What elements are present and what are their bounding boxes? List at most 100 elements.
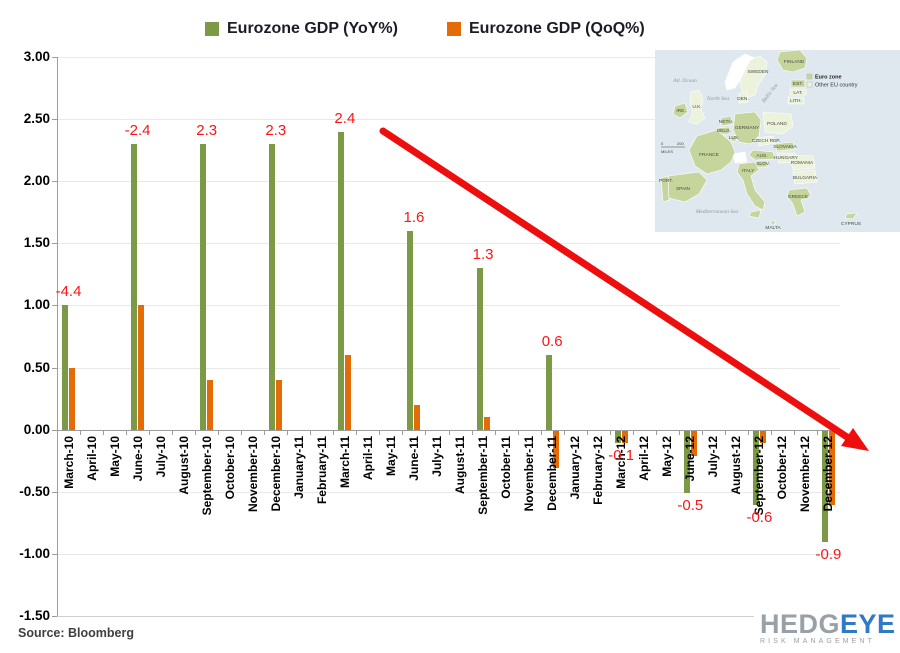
x-axis-tick — [747, 429, 749, 435]
legend-label-yoy: Eurozone GDP (YoY%) — [227, 20, 398, 37]
map-label: CYPRUS — [841, 221, 861, 227]
legend-item-qoq: Eurozone GDP (QoQ%) — [447, 20, 645, 38]
data-label: 2.4 — [334, 109, 356, 127]
x-axis-tick — [379, 429, 381, 435]
downtrend-arrow-head — [841, 428, 869, 451]
x-axis-tick — [540, 429, 542, 435]
y-axis-label: 2.50 — [23, 111, 50, 127]
y-axis-line — [57, 57, 58, 616]
bar-yoy — [476, 268, 483, 430]
map-scale-distance: 200 — [677, 141, 684, 146]
map-label: BULGARIA — [793, 175, 818, 181]
data-label: -2.4 — [124, 121, 151, 139]
y-axis-label: 1.50 — [23, 235, 50, 251]
x-axis-tick — [586, 429, 588, 435]
map-legend-swatch-othereu — [806, 81, 813, 88]
x-axis-label: December-12 — [821, 435, 836, 512]
x-axis-label: July-12 — [706, 435, 721, 478]
y-axis-tick — [52, 429, 57, 431]
x-axis-label: January-11 — [291, 435, 306, 499]
data-label: -0.9 — [815, 546, 842, 564]
map-label: SLOVAKIA — [773, 144, 797, 150]
x-axis-label: July-11 — [429, 435, 444, 477]
x-axis-tick — [770, 429, 772, 435]
data-label: -4.4 — [55, 283, 82, 301]
x-axis-label: May-10 — [107, 435, 122, 477]
x-axis-tick — [816, 429, 818, 435]
x-axis-tick — [264, 429, 266, 435]
map-legend-swatch-eurozone — [806, 73, 813, 80]
map-label: FRANCE — [699, 152, 719, 158]
y-gridline — [57, 491, 840, 493]
legend-item-yoy: Eurozone GDP (YoY%) — [205, 20, 398, 38]
y-gridline — [57, 243, 840, 245]
x-axis-tick — [517, 429, 519, 435]
x-axis-label: October-10 — [222, 435, 237, 500]
map-label: LUX. — [729, 135, 740, 141]
hedgeye-wordmark-gray: HEDG — [760, 609, 841, 639]
map-label: BELG. — [717, 128, 731, 134]
y-axis-label: 0.00 — [23, 421, 50, 437]
data-label: 2.3 — [196, 121, 218, 139]
x-axis-label: February-11 — [314, 435, 329, 504]
x-axis-tick — [471, 429, 473, 435]
bar-qoq — [276, 379, 283, 430]
bar-qoq — [207, 379, 214, 430]
x-axis-label: May-11 — [383, 435, 398, 476]
x-axis-tick — [840, 429, 841, 435]
x-axis-label: August-10 — [176, 435, 191, 495]
y-axis-label: 3.00 — [23, 49, 50, 64]
x-axis-label: December-10 — [268, 435, 283, 512]
x-axis-label: April-11 — [360, 435, 375, 480]
bar-yoy — [683, 430, 690, 493]
x-axis-tick — [149, 429, 151, 435]
map-label: AUS. — [756, 153, 767, 159]
map-label: GERMANY — [735, 125, 760, 131]
map-label: LAT. — [793, 90, 802, 96]
bar-qoq — [414, 404, 421, 430]
y-axis-label: -1.00 — [19, 545, 50, 561]
map-legend-label-othereu: Other EU country — [815, 83, 858, 89]
x-axis-tick — [425, 429, 427, 435]
data-label: -0.1 — [608, 447, 635, 465]
x-axis-tick — [563, 429, 565, 435]
x-axis-label: September-11 — [476, 435, 491, 515]
x-axis-label: July-10 — [153, 435, 168, 478]
map-label: PORT. — [659, 178, 673, 184]
y-gridline — [57, 367, 840, 369]
x-axis-tick — [701, 429, 703, 435]
x-axis-label: September-10 — [199, 435, 214, 516]
x-axis-tick — [195, 429, 197, 435]
y-axis-tick — [52, 119, 57, 121]
bar-yoy — [62, 305, 68, 430]
legend-swatch-qoq — [447, 22, 461, 36]
x-axis-tick — [103, 429, 105, 435]
map-label: IRE. — [676, 108, 685, 114]
data-label: -0.6 — [746, 509, 773, 527]
bar-yoy — [200, 143, 207, 430]
bar-qoq — [552, 430, 559, 468]
bar-qoq — [69, 367, 75, 430]
x-axis-label: June-11 — [406, 435, 421, 481]
x-axis-label: March-11 — [337, 435, 352, 488]
y-axis-tick — [52, 243, 57, 245]
map-label: SPAIN — [676, 186, 691, 192]
x-axis-label: February-12 — [591, 435, 606, 505]
map-label: LITH. — [790, 98, 802, 104]
map-label: NETH. — [719, 119, 733, 125]
map-sea-label: Mediterranean Sea — [695, 209, 739, 215]
x-axis-tick — [793, 429, 795, 435]
x-axis-label: June-10 — [130, 435, 145, 482]
map-legend: Euro zone Other EU country — [806, 73, 858, 89]
bar-qoq — [345, 355, 352, 430]
x-axis-tick — [448, 429, 450, 435]
map-legend-label-eurozone: Euro zone — [815, 75, 842, 81]
bar-yoy — [545, 355, 552, 430]
bar-qoq — [138, 305, 145, 430]
x-axis-label: October-11 — [499, 435, 514, 499]
data-label: -0.5 — [677, 496, 704, 514]
x-axis-label: November-10 — [245, 435, 260, 512]
data-label: 0.6 — [541, 333, 563, 351]
x-axis-tick — [218, 429, 220, 435]
europe-inset-map: Atl. Ocean North Sea Baltic Sea Mediterr… — [655, 50, 900, 232]
